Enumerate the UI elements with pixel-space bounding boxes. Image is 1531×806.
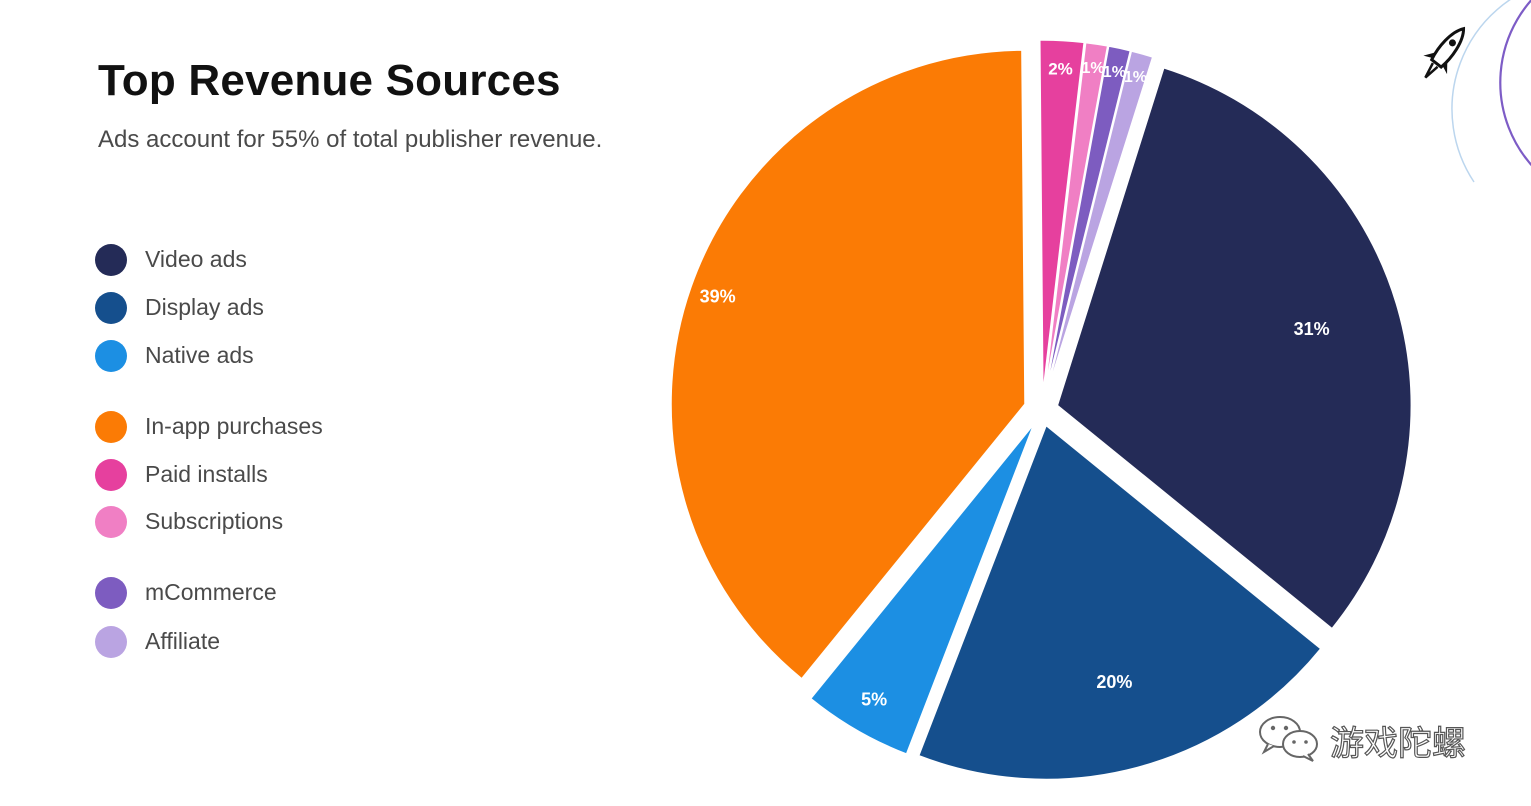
slice-label-paid-installs: 2%: [1048, 59, 1073, 78]
legend-label: Paid installs: [145, 461, 268, 487]
slice-label-affiliate: 1%: [1124, 69, 1147, 86]
legend-swatch: [95, 292, 127, 324]
pie-slice-native-ads: [809, 423, 1035, 756]
legend-swatch: [95, 626, 127, 658]
watermark: 游戏陀螺: [1256, 712, 1467, 765]
slice-label-display-ads: 20%: [1096, 672, 1132, 692]
slice-label-mcommerce: 1%: [1103, 64, 1126, 81]
legend-swatch: [95, 506, 127, 538]
legend-label: Subscriptions: [145, 508, 284, 534]
chart-subtitle: Ads account for 55% of total publisher r…: [98, 126, 603, 153]
watermark-text: 游戏陀螺: [1329, 723, 1466, 764]
pie-slice-subscriptions: [1043, 41, 1109, 395]
pie-slice-display-ads: [917, 424, 1322, 781]
legend-label: mCommerce: [145, 579, 277, 605]
legend-label: Display ads: [145, 294, 264, 320]
legend-label: Video ads: [145, 246, 247, 272]
pie-slice-paid-installs: [1039, 39, 1086, 395]
legend-swatch: [95, 411, 127, 443]
legend-swatch: [95, 340, 127, 372]
chart-title: Top Revenue Sources: [98, 56, 561, 105]
legend-swatch: [95, 577, 127, 609]
pie-slice-affiliate: [1045, 50, 1154, 395]
wechat-icon: [1259, 716, 1318, 762]
slice-label-in-app-purchases: 39%: [700, 286, 736, 306]
slice-label-native-ads: 5%: [861, 689, 887, 709]
legend-label: Affiliate: [145, 628, 221, 654]
legend-swatch: [95, 244, 127, 276]
pie-slice-video-ads: [1056, 66, 1413, 630]
rocket-icon: [1423, 26, 1466, 79]
legend-label: In-app purchases: [145, 413, 323, 439]
slice-label-video-ads: 31%: [1294, 319, 1330, 339]
pie-slice-in-app-purchases: [670, 49, 1026, 680]
slice-label-subscriptions: 1%: [1081, 60, 1104, 77]
pie-slice-mcommerce: [1044, 45, 1132, 395]
legend-swatch: [95, 459, 127, 491]
rocket-badge: [1423, 0, 1531, 183]
legend-label: Native ads: [145, 342, 254, 368]
